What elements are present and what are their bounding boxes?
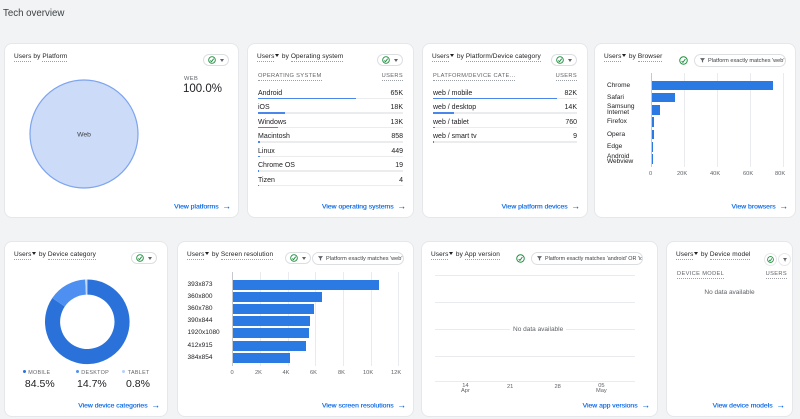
svg-text:Web: Web (77, 132, 91, 139)
